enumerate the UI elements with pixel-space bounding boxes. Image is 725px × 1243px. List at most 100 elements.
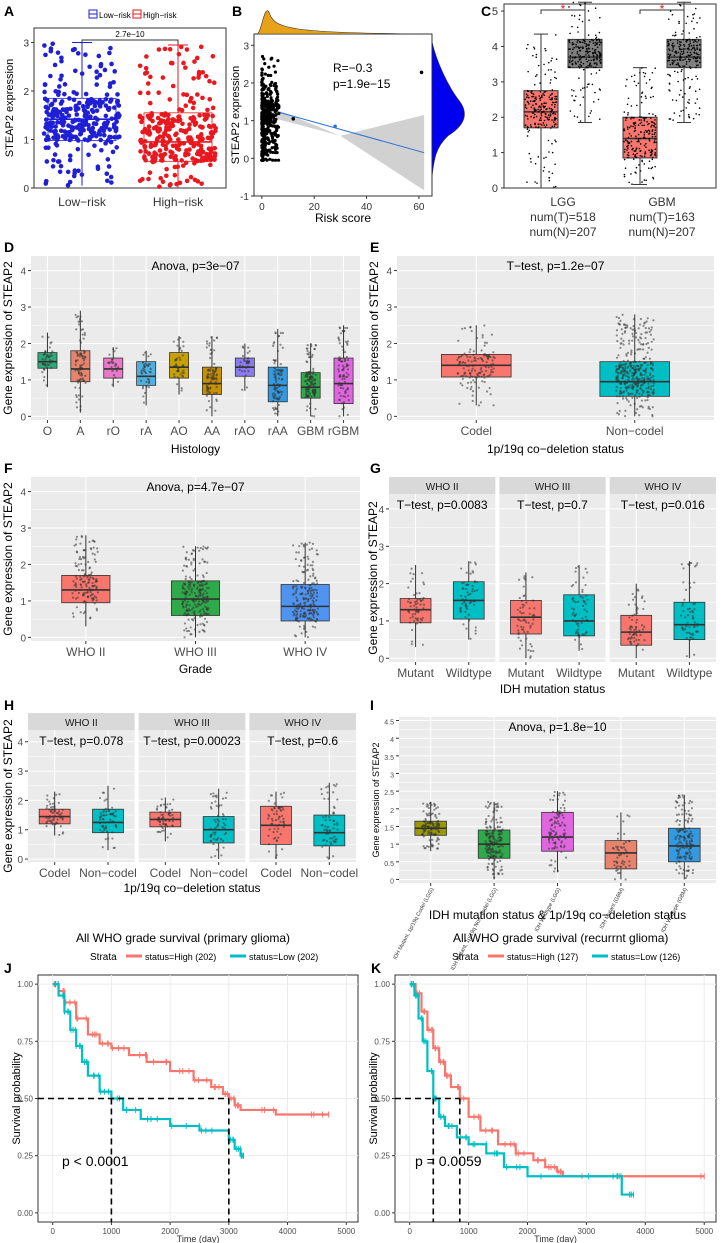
data-point	[540, 124, 543, 126]
data-point	[44, 358, 47, 361]
data-point	[675, 820, 678, 823]
data-point	[688, 813, 691, 816]
data-point	[482, 373, 486, 376]
data-point	[520, 612, 523, 615]
data-point	[333, 124, 337, 129]
data-point	[50, 109, 56, 114]
y-tick-label: 0	[243, 154, 249, 165]
data-point	[623, 383, 626, 386]
data-point	[540, 106, 542, 108]
data-point	[640, 119, 642, 121]
data-point	[193, 610, 196, 613]
test-title: T−test, p=0.7	[517, 498, 588, 512]
data-point	[194, 55, 200, 61]
data-point	[594, 7, 597, 10]
data-point	[516, 608, 519, 611]
data-point	[685, 107, 688, 109]
x-axis-label: 1p/19q co−deletion status	[487, 442, 624, 456]
data-point	[55, 159, 61, 164]
data-point	[525, 621, 528, 624]
data-point	[634, 336, 638, 339]
data-point	[594, 91, 596, 94]
data-point	[484, 822, 487, 826]
data-point	[79, 315, 82, 318]
data-point	[634, 331, 638, 334]
data-point	[678, 22, 680, 25]
data-point	[648, 149, 650, 152]
data-point	[115, 347, 118, 350]
data-point	[302, 565, 306, 568]
data-point	[586, 44, 589, 46]
data-point	[636, 385, 639, 388]
data-point	[114, 376, 117, 379]
data-point	[179, 336, 182, 340]
data-point	[272, 64, 276, 68]
data-point	[526, 115, 529, 117]
data-point	[683, 846, 686, 850]
x-tick-label: Mutant	[618, 666, 655, 680]
data-point	[688, 49, 690, 51]
data-point	[176, 142, 182, 148]
data-point	[630, 353, 633, 356]
data-point	[552, 798, 555, 802]
data-point	[270, 99, 274, 103]
data-point	[682, 609, 685, 613]
data-point	[492, 351, 495, 354]
data-point	[261, 76, 265, 81]
data-point	[651, 156, 654, 159]
data-point	[640, 393, 643, 396]
data-point	[643, 117, 646, 119]
data-point	[615, 356, 619, 359]
data-point	[532, 100, 534, 102]
data-point	[44, 178, 49, 184]
data-point	[554, 95, 556, 98]
data-point	[519, 606, 522, 610]
data-point	[615, 389, 618, 392]
data-point	[464, 587, 467, 591]
data-point	[689, 586, 692, 589]
data-point	[693, 621, 696, 624]
data-point	[342, 348, 345, 352]
data-point	[51, 350, 54, 353]
data-point	[205, 571, 208, 575]
data-point	[213, 349, 216, 352]
data-point	[528, 129, 531, 132]
data-point	[587, 66, 589, 69]
x-tick-label: 40	[361, 202, 373, 213]
x-tick-label: GBM	[648, 195, 675, 209]
data-point	[577, 65, 580, 68]
data-point	[462, 361, 465, 364]
data-point	[671, 59, 674, 62]
data-point	[615, 365, 618, 368]
data-point	[583, 55, 586, 58]
data-point	[92, 103, 98, 109]
data-point	[149, 112, 154, 118]
data-point	[533, 607, 536, 610]
data-point	[677, 842, 680, 845]
data-point	[267, 129, 271, 133]
data-point	[637, 382, 640, 385]
data-point	[628, 815, 631, 818]
data-point	[574, 620, 577, 623]
data-point	[43, 353, 46, 356]
data-point	[600, 41, 602, 44]
data-point	[75, 585, 78, 589]
data-point	[696, 64, 698, 67]
data-point	[263, 127, 267, 131]
data-point	[264, 84, 268, 89]
data-point	[683, 45, 686, 47]
data-point	[677, 62, 679, 64]
data-point	[655, 141, 657, 144]
data-point	[492, 355, 495, 359]
data-point	[535, 98, 538, 100]
data-point	[633, 328, 636, 331]
data-point	[628, 132, 631, 135]
data-point	[477, 371, 480, 375]
data-point	[574, 638, 577, 641]
data-point	[493, 807, 496, 810]
data-point	[183, 587, 186, 591]
data-point	[313, 347, 316, 351]
data-point	[314, 620, 318, 623]
data-point	[558, 794, 561, 797]
data-point	[81, 328, 85, 331]
